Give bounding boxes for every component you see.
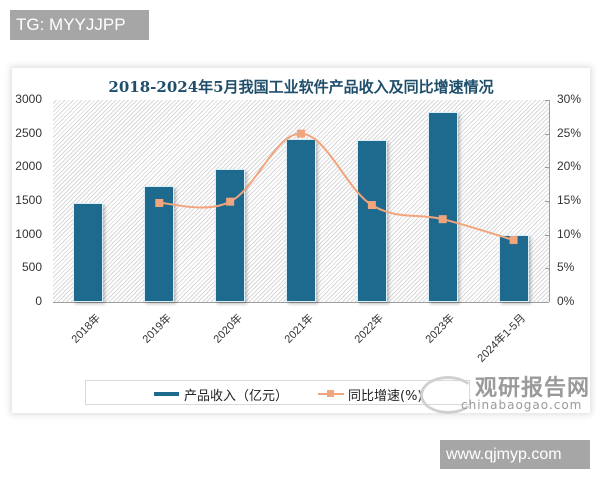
- y2-tick-label: 10%: [557, 226, 582, 241]
- bar-2021年: [286, 139, 316, 302]
- y-tick-label: 1500: [15, 193, 42, 207]
- growth-point-marker-icon: [226, 197, 235, 206]
- legend-square-marker-icon: [327, 390, 334, 397]
- watermark-cn-text: 观研报告网: [475, 376, 591, 401]
- growth-point-marker-icon: [509, 236, 518, 245]
- y2-tick-mark: [545, 167, 549, 169]
- y2-tick-label: 5%: [557, 260, 575, 275]
- growth-point-marker-icon: [155, 199, 164, 208]
- top-watermark-tag: TG: MYYJJPP: [10, 10, 149, 40]
- chart-legend: 产品收入（亿元） 同比增速(%): [85, 380, 470, 405]
- chart-title: 2018-2024年5月我国工业软件产品收入及同比增速情况: [108, 78, 494, 96]
- legend-bar-swatch-icon: [154, 392, 179, 396]
- y2-tick-mark: [545, 268, 549, 270]
- bar-2020年: [215, 168, 246, 302]
- bar-2018年: [73, 203, 104, 302]
- legend-label-revenue: 产品收入（亿元）: [184, 389, 289, 404]
- y-tick-label: 3000: [15, 92, 42, 106]
- y-tick-label: 2000: [15, 159, 42, 174]
- watermark-en-text: chinabaogao.com: [461, 398, 583, 412]
- bar-2023年: [427, 112, 458, 302]
- growth-point-marker-icon: [367, 201, 376, 210]
- growth-point-marker-icon: [297, 129, 305, 138]
- y2-tick-label: 30%: [557, 92, 582, 106]
- bar-2024年1-5月: [498, 234, 529, 302]
- y2-tick-mark: [545, 302, 549, 303]
- y2-tick-mark: [545, 100, 549, 101]
- swoosh-logo-icon: [420, 376, 476, 414]
- y-tick-label: 0: [35, 294, 42, 308]
- y-tick-label: 1000: [15, 226, 42, 241]
- right-axis-line: [549, 100, 550, 302]
- y2-tick-mark: [545, 201, 549, 202]
- y-tick-label: 500: [21, 260, 42, 275]
- legend-label-growth: 同比增速(%): [348, 389, 423, 404]
- y2-tick-label: 20%: [557, 159, 582, 174]
- bar-2022年: [356, 139, 387, 302]
- growth-point-marker-icon: [438, 215, 447, 224]
- y2-tick-mark: [545, 133, 549, 135]
- bottom-watermark-tag: www.qjmyp.com: [440, 440, 590, 469]
- y2-tick-label: 25%: [557, 125, 582, 140]
- y-tick-label: 2500: [15, 125, 42, 140]
- y2-tick-label: 15%: [557, 193, 582, 207]
- y2-tick-mark: [545, 234, 549, 236]
- y2-tick-label: 0%: [557, 294, 575, 308]
